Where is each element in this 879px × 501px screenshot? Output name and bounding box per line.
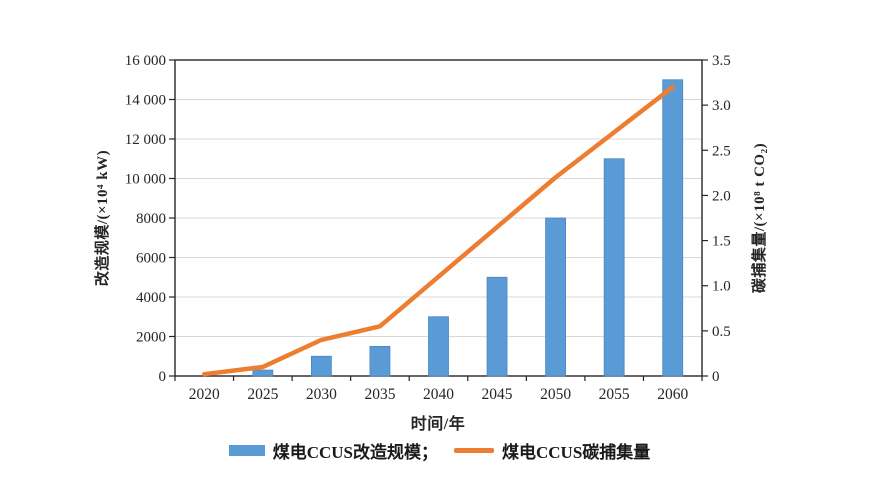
- legend: 煤电CCUS改造规模； 煤电CCUS碳捕集量: [0, 438, 879, 463]
- bar-2025: [252, 369, 274, 377]
- right-axis-tick-label: 0: [712, 369, 720, 385]
- legend-label-line-series: 煤电CCUS碳捕集量: [502, 443, 651, 462]
- bar-2060: [662, 79, 684, 377]
- left-axis-tick-label: 6000: [136, 251, 166, 267]
- bar-2055: [603, 158, 625, 377]
- right-axis-title: 碳捕集量/(×10⁸ t CO₂): [752, 142, 768, 294]
- x-axis-tick-label: 2045: [482, 386, 513, 403]
- left-axis-title: 改造规模/(×10⁴ kW): [95, 149, 111, 287]
- legend-label-bar-series: 煤电CCUS改造规模；: [272, 443, 438, 462]
- right-axis-tick-label: 3.5: [712, 53, 731, 69]
- x-axis-title: 时间/年: [410, 416, 466, 433]
- right-axis-tick-label: 1.5: [712, 234, 731, 250]
- x-axis-tick-label: 2035: [364, 386, 395, 403]
- bar-2035: [369, 345, 391, 377]
- line-series-swatch-icon: [454, 448, 494, 453]
- x-axis-tick-label: 2050: [540, 386, 571, 403]
- right-axis-tick-label: 0.5: [712, 324, 731, 340]
- bar-series-swatch-icon: [228, 445, 265, 456]
- x-axis-tick-label: 2030: [306, 386, 337, 403]
- bar-2040: [428, 316, 449, 377]
- legend-item-line-series: 煤电CCUS碳捕集量: [454, 438, 650, 463]
- left-axis-tick-label: 14 000: [125, 93, 166, 109]
- left-axis-tick-label: 16 000: [125, 53, 166, 69]
- x-axis-tick-label: 2055: [599, 386, 630, 403]
- bar-2050: [545, 217, 567, 377]
- x-axis-tick-label: 2025: [247, 386, 278, 403]
- x-axis-tick-label: 2020: [189, 386, 220, 403]
- left-axis-tick-label: 4000: [136, 290, 166, 306]
- left-axis-tick-label: 0: [159, 369, 167, 385]
- right-axis-tick-label: 2.5: [712, 143, 731, 159]
- capture-line: [202, 84, 675, 377]
- right-axis-tick-label: 3.0: [712, 98, 731, 114]
- bar-2045: [486, 276, 508, 377]
- left-axis-tick-label: 10 000: [125, 172, 166, 188]
- x-axis-tick-label: 2040: [423, 386, 454, 403]
- x-axis-tick-label: 2060: [657, 386, 688, 403]
- right-axis-tick-label: 2.0: [712, 188, 731, 204]
- legend-item-bar-series: 煤电CCUS改造规模；: [228, 438, 438, 463]
- left-axis-tick-label: 2000: [136, 330, 166, 346]
- right-axis-tick-label: 1.0: [712, 279, 731, 295]
- left-axis-tick-label: 12 000: [125, 132, 166, 148]
- left-axis-tick-label: 8000: [136, 211, 166, 227]
- bar-2030: [310, 355, 332, 377]
